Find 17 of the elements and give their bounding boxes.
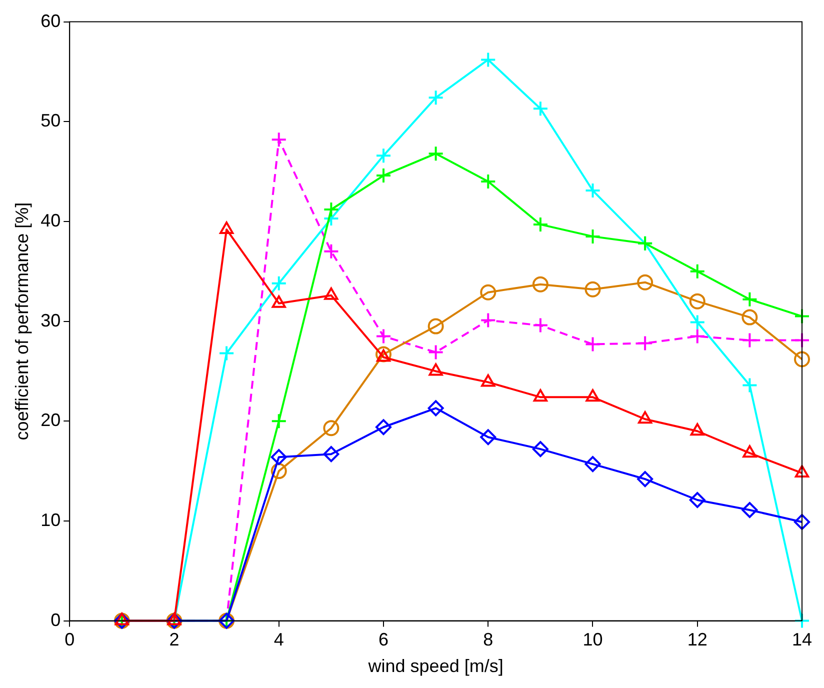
x-axis-title: wind speed [m/s] <box>367 656 504 676</box>
y-tick-label: 10 <box>40 510 61 530</box>
y-tick-label: 60 <box>40 10 61 31</box>
x-tick-label: 4 <box>274 630 284 650</box>
y-tick-label: 0 <box>50 610 61 630</box>
x-tick-label: 10 <box>582 630 603 650</box>
x-tick-label: 8 <box>483 630 494 650</box>
x-tick-label: 14 <box>792 630 812 650</box>
y-axis-title: coefficient of performance [%] <box>12 202 32 440</box>
y-tick-label: 20 <box>40 410 61 430</box>
y-tick-label: 40 <box>40 210 61 230</box>
y-tick-label: 30 <box>40 310 61 330</box>
y-tick-label: 50 <box>40 110 61 131</box>
x-tick-label: 6 <box>378 630 389 650</box>
x-tick-label: 12 <box>687 630 708 650</box>
x-tick-label: 0 <box>64 630 75 650</box>
x-tick-label: 2 <box>169 630 180 650</box>
